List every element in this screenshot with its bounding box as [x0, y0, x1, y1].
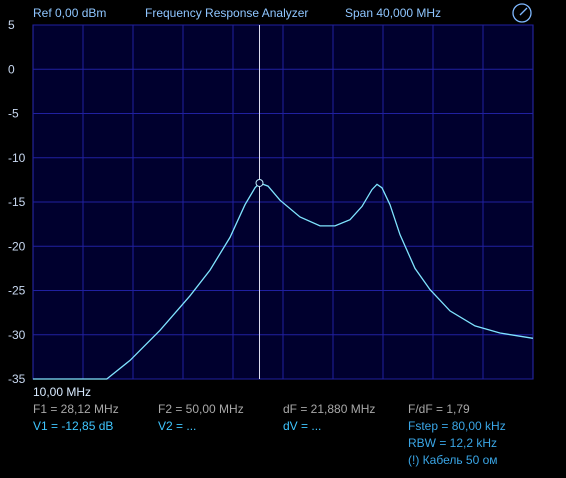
frequency-readout: F2 = 50,00 MHz [158, 402, 244, 416]
frequency-readout: F1 = 28,12 MHz [33, 402, 119, 416]
title: Frequency Response Analyzer [145, 6, 308, 20]
marker-point [255, 178, 264, 187]
response-curve [33, 182, 534, 380]
setting-readout: (!) Кабель 50 ом [408, 453, 498, 467]
y-tick-label: -15 [8, 195, 26, 209]
value-readout: V1 = -12,85 dB [33, 419, 113, 433]
value-readout: V2 = ... [158, 419, 196, 433]
settings-icon[interactable] [512, 3, 532, 23]
frequency-readout: F/dF = 1,79 [408, 402, 470, 416]
y-tick-label: -30 [8, 328, 26, 342]
y-tick-label: -20 [8, 239, 26, 253]
y-tick-label: -25 [8, 284, 26, 298]
y-tick-label: 0 [8, 62, 15, 76]
start-frequency: 10,00 MHz [33, 385, 91, 399]
frequency-readout: dF = 21,880 MHz [283, 402, 375, 416]
value-readout: dV = ... [283, 419, 321, 433]
value-readout: Fstep = 80,00 kHz [408, 419, 506, 433]
ref-level: Ref 0,00 dBm [33, 6, 106, 20]
y-tick-label: -5 [8, 107, 19, 121]
span: Span 40,000 MHz [345, 6, 441, 20]
setting-readout: RBW = 12,2 kHz [408, 436, 497, 450]
y-tick-label: -35 [8, 372, 26, 386]
y-tick-label: -10 [8, 151, 26, 165]
y-tick-label: 5 [8, 18, 15, 32]
